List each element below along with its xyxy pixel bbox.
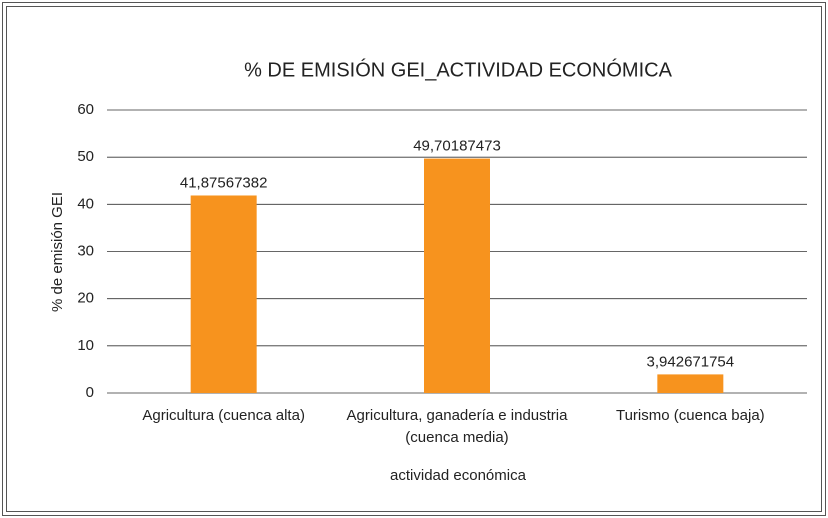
y-tick-label: 20: [77, 290, 94, 307]
inner-frame: [6, 6, 822, 512]
data-label: 41,87567382: [180, 174, 268, 191]
bar: [657, 374, 724, 393]
x-tick-label: Agricultura (cuenca alta): [142, 407, 305, 424]
data-label: 3,942671754: [647, 353, 735, 370]
x-tick-label: Turismo (cuenca baja): [615, 407, 765, 424]
data-label: 49,70187473: [413, 138, 501, 155]
y-tick-label: 30: [77, 242, 94, 259]
chart-title: % DE EMISIÓN GEI_ACTIVIDAD ECONÓMICA: [244, 58, 673, 81]
y-tick-label: 60: [77, 101, 94, 118]
bar: [424, 158, 490, 393]
x-tick-label: Agricultura, ganadería e industria (cuen…: [346, 407, 568, 446]
y-tick-label: 10: [77, 337, 94, 354]
bar: [190, 195, 257, 393]
y-tick-label: 50: [77, 148, 94, 165]
y-axis-label: % de emisión GEI: [49, 192, 66, 312]
y-tick-label: 0: [86, 384, 94, 401]
x-axis-label: actividad económica: [390, 467, 527, 484]
y-tick-label: 40: [77, 195, 94, 212]
